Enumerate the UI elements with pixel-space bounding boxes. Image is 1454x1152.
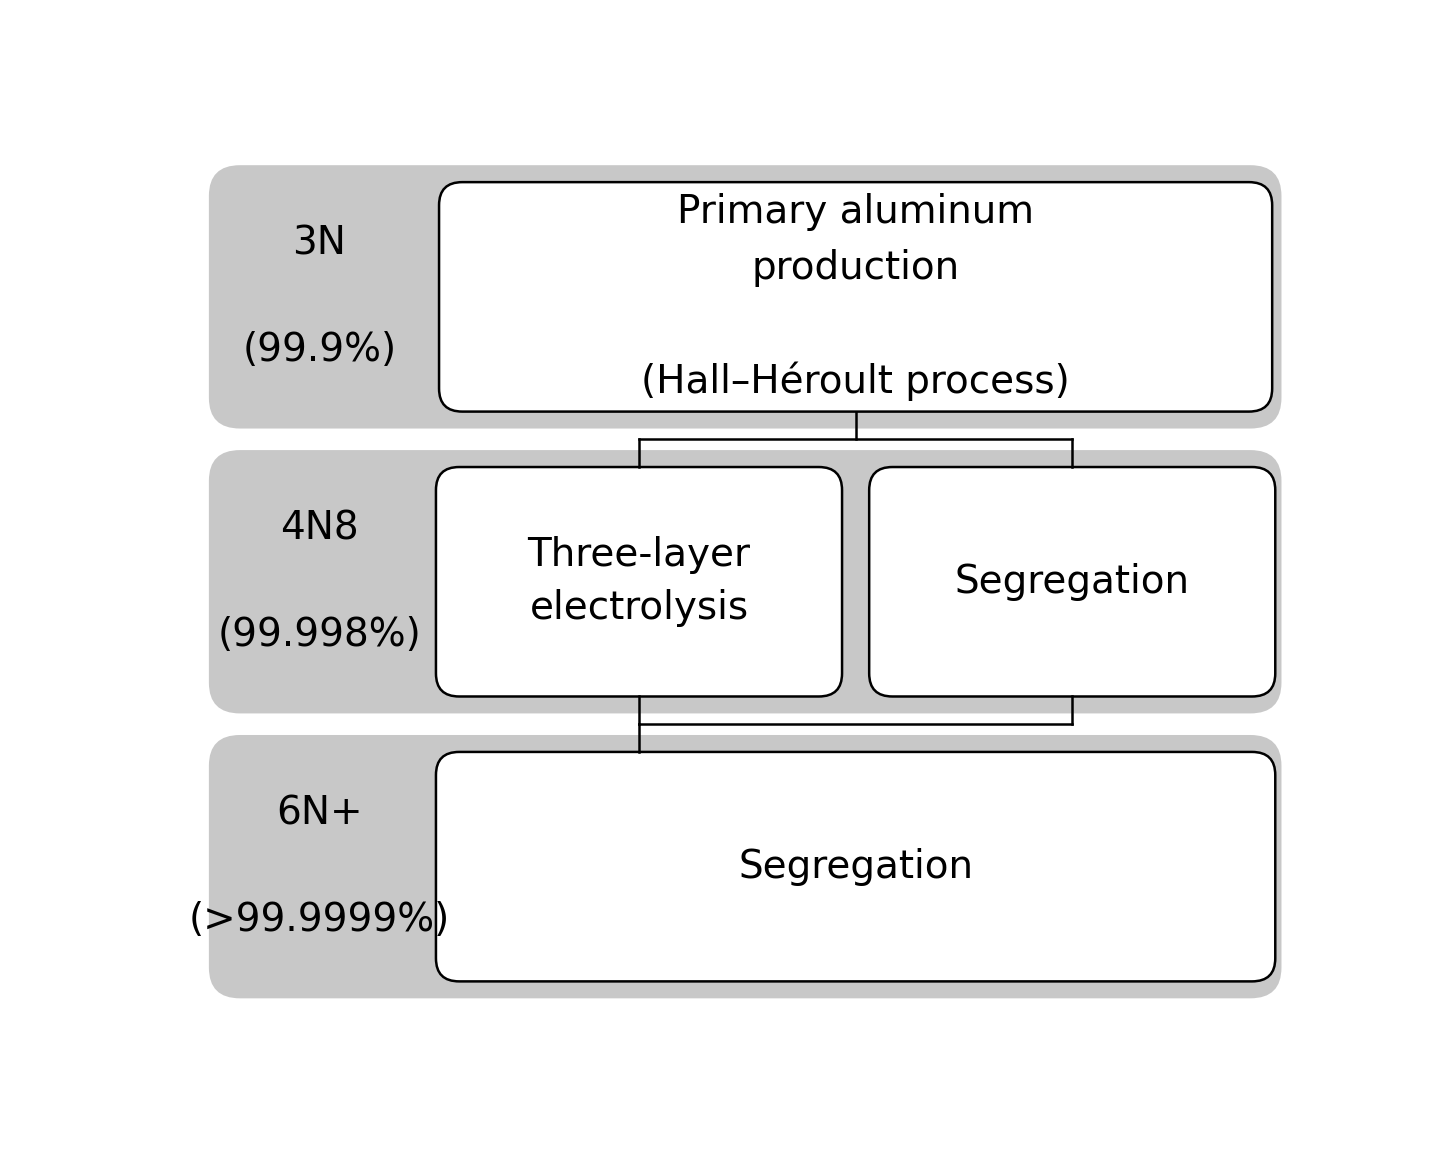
Text: Three-layer
electrolysis: Three-layer electrolysis: [528, 537, 750, 627]
FancyBboxPatch shape: [209, 165, 1281, 429]
Text: Primary aluminum
production

(Hall–Héroult process): Primary aluminum production (Hall–Héroul…: [641, 192, 1070, 401]
Text: 3N

(99.9%): 3N (99.9%): [243, 225, 397, 369]
FancyBboxPatch shape: [209, 735, 1281, 999]
FancyBboxPatch shape: [436, 752, 1275, 982]
Text: 4N8

(99.998%): 4N8 (99.998%): [218, 509, 422, 654]
FancyBboxPatch shape: [439, 182, 1272, 411]
Text: 6N+

(>99.9999%): 6N+ (>99.9999%): [189, 795, 449, 939]
Text: Segregation: Segregation: [955, 563, 1189, 600]
Text: Segregation: Segregation: [739, 848, 973, 886]
FancyBboxPatch shape: [436, 467, 842, 697]
FancyBboxPatch shape: [209, 450, 1281, 713]
FancyBboxPatch shape: [869, 467, 1275, 697]
